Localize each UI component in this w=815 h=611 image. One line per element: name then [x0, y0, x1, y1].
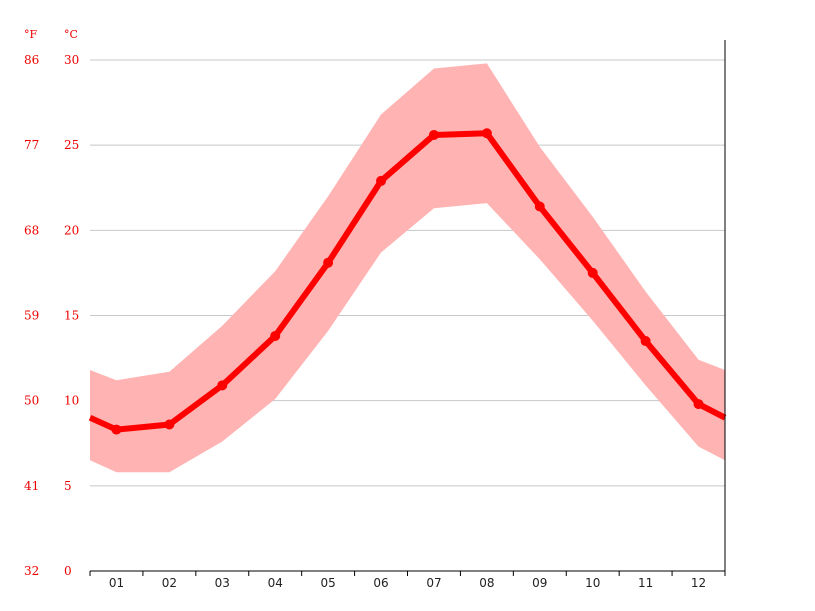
month-tick-label: 02 [162, 576, 177, 590]
month-tick-label: 11 [638, 576, 653, 590]
fahrenheit-tick-label: 59 [24, 309, 39, 323]
celsius-tick-label: 30 [64, 53, 79, 67]
month-tick-label: 03 [215, 576, 230, 590]
fahrenheit-tick-label: 41 [24, 479, 39, 493]
fahrenheit-tick-label: 77 [24, 138, 39, 152]
min-max-band [90, 63, 725, 473]
data-point [481, 128, 492, 139]
mean-temperature-line [88, 130, 727, 433]
month-tick-labels: 01 02 03 04 05 06 07 08 09 10 11 12 [109, 576, 706, 590]
celsius-tick-labels: 0 5 10 15 20 25 30 [64, 53, 79, 578]
celsius-tick-label: 20 [64, 223, 79, 237]
axes [89, 40, 726, 576]
month-tick-label: 01 [109, 576, 124, 590]
month-tick-label: 10 [585, 576, 600, 590]
data-point [217, 380, 228, 391]
celsius-unit-label: °C [64, 28, 78, 41]
celsius-tick-label: 10 [64, 394, 79, 408]
fahrenheit-tick-label: 50 [24, 394, 39, 408]
month-tick-label: 08 [479, 576, 494, 590]
data-point [428, 129, 439, 140]
celsius-tick-label: 15 [64, 309, 79, 323]
month-tick-label: 06 [373, 576, 388, 590]
data-point [376, 175, 387, 186]
data-point [693, 399, 704, 410]
fahrenheit-unit-label: °F [24, 28, 38, 41]
celsius-tick-label: 25 [64, 138, 79, 152]
month-tick-label: 04 [268, 576, 283, 590]
data-point [111, 424, 122, 435]
month-tick-label: 07 [426, 576, 441, 590]
data-point [164, 419, 175, 430]
month-tick-label: 09 [532, 576, 547, 590]
data-point [587, 267, 598, 278]
month-tick-label: 12 [691, 576, 706, 590]
fahrenheit-tick-labels: 32 41 50 59 68 77 86 [24, 53, 39, 578]
min-max-band-area [90, 63, 725, 473]
celsius-tick-label: 0 [64, 564, 72, 578]
fahrenheit-tick-label: 32 [24, 564, 39, 578]
mean-line [88, 130, 727, 433]
data-point [270, 330, 281, 341]
fahrenheit-tick-label: 86 [24, 53, 39, 67]
celsius-tick-label: 5 [64, 479, 72, 493]
mean-temperature-points [111, 128, 704, 435]
data-point [640, 336, 651, 347]
month-tick-label: 05 [320, 576, 335, 590]
data-point [534, 201, 545, 212]
data-point [323, 257, 334, 268]
fahrenheit-tick-label: 68 [24, 223, 39, 237]
